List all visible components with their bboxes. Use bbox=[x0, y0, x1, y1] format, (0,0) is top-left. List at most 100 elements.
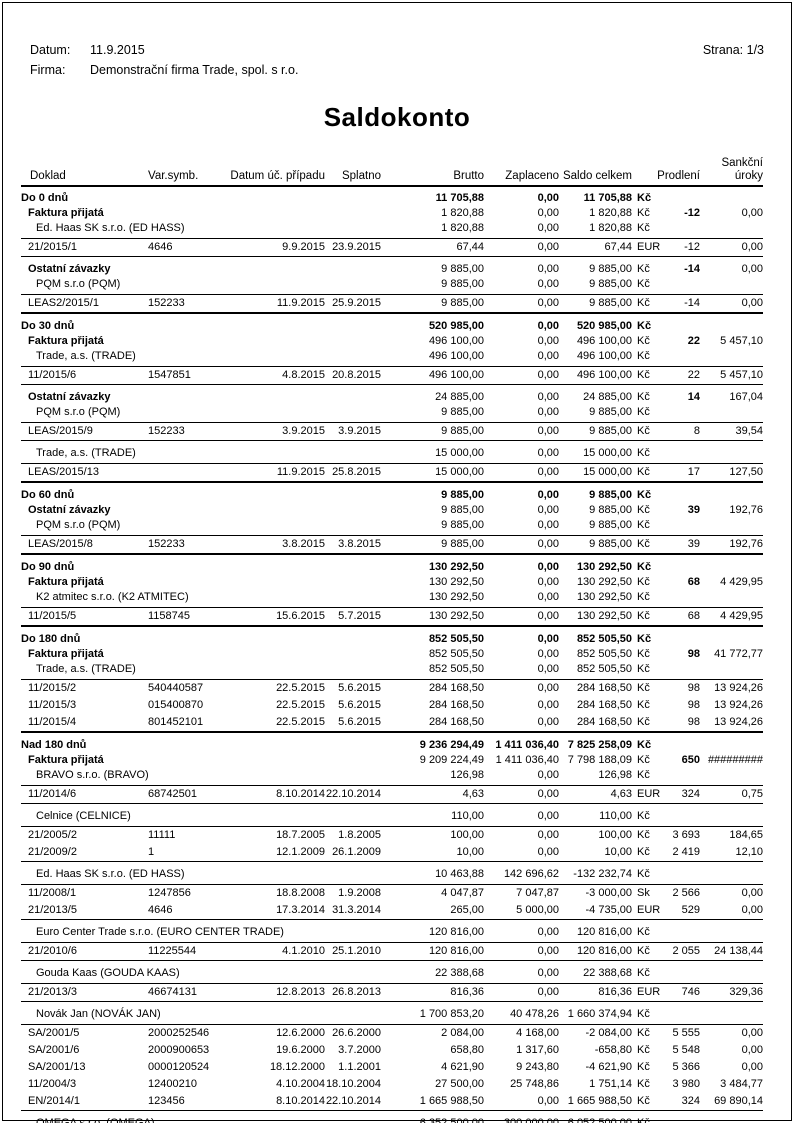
doklad-cell: 21/2010/6 bbox=[21, 942, 148, 961]
saldo-cell: -4 735,00 bbox=[585, 904, 632, 916]
brutto-cell: 100,00 bbox=[381, 826, 484, 844]
table-row: Trade, a.s. (TRADE) 15 000,00 0,00 15 00… bbox=[21, 440, 763, 464]
doklad-cell: BRAVO s.r.o. (BRAVO) bbox=[36, 769, 149, 781]
table-row: EN/2014/1 123456 8.10.2014 22.10.2014 1 … bbox=[21, 1093, 763, 1111]
brutto-cell: 9 885,00 bbox=[381, 294, 484, 313]
varsymb-cell: 1547851 bbox=[148, 366, 225, 385]
uroky-cell: ######### bbox=[707, 754, 763, 766]
splatno-cell bbox=[325, 349, 381, 367]
datum-cell: 3.9.2015 bbox=[225, 422, 325, 441]
currency-cell: Kč bbox=[632, 1110, 655, 1123]
currency-cell: Kč bbox=[637, 192, 652, 204]
varsymb-cell bbox=[148, 960, 225, 984]
zaplaceno-cell: 7 047,87 bbox=[484, 884, 559, 902]
zaplaceno-cell: 1 411 036,40 bbox=[484, 731, 559, 753]
prodleni-cell: 5 555 bbox=[655, 1024, 700, 1042]
currency-cell: Kč bbox=[632, 422, 655, 441]
prodleni-cell: 324 bbox=[681, 1095, 700, 1107]
uroky-cell: 3 484,77 bbox=[720, 1078, 763, 1090]
currency-cell: Kč bbox=[632, 861, 655, 885]
zaplaceno-cell: 0,00 bbox=[484, 803, 559, 827]
currency-cell: Kč bbox=[637, 576, 650, 588]
currency-cell: Kč bbox=[632, 919, 655, 943]
table-row: SA/2001/5 2000252546 12.6.2000 26.6.2000… bbox=[21, 1024, 763, 1042]
table-header: Doklad Var.symb. Datum úč. případu Splat… bbox=[21, 157, 763, 187]
datum-cell: 22.5.2015 bbox=[276, 716, 325, 728]
datum-cell: 22.5.2015 bbox=[276, 699, 325, 711]
datum-cell bbox=[225, 186, 325, 206]
splatno-cell: 3.8.2015 bbox=[325, 535, 381, 554]
datum-cell bbox=[225, 518, 325, 536]
zaplaceno-cell: 0,00 bbox=[537, 576, 559, 588]
zaplaceno-cell: 0,00 bbox=[484, 553, 559, 575]
prodleni-cell: 8 bbox=[655, 422, 700, 441]
splatno-cell: 5.7.2015 bbox=[325, 607, 381, 626]
zaplaceno-cell: 0,00 bbox=[484, 463, 559, 482]
varsymb-cell bbox=[148, 312, 225, 334]
zaplaceno-cell: 0,00 bbox=[484, 384, 559, 405]
brutto-cell: 6 352 500,00 bbox=[381, 1110, 484, 1123]
saldo-cell: 120 816,00 bbox=[559, 942, 632, 961]
zaplaceno-cell: 0,00 bbox=[537, 1095, 559, 1107]
currency-cell: Kč bbox=[632, 312, 655, 334]
brutto-cell: 496 100,00 bbox=[428, 350, 484, 362]
uroky-cell bbox=[700, 625, 763, 647]
saldo-cell: 9 885,00 bbox=[589, 519, 632, 531]
currency-cell: Kč bbox=[632, 607, 655, 626]
currency-cell: Kč bbox=[637, 519, 650, 531]
uroky-cell bbox=[700, 803, 763, 827]
prodleni-cell bbox=[655, 349, 700, 367]
splatno-cell bbox=[325, 186, 381, 206]
uroky-cell: 167,04 bbox=[700, 384, 763, 405]
saldo-cell: 15 000,00 bbox=[559, 440, 632, 464]
prodleni-cell bbox=[655, 221, 700, 239]
splatno-cell bbox=[325, 861, 381, 885]
firma-value: Demonstrační firma Trade, spol. s r.o. bbox=[90, 63, 299, 77]
splatno-cell bbox=[325, 518, 381, 536]
splatno-cell: 5.6.2015 bbox=[325, 679, 381, 697]
splatno-cell bbox=[325, 960, 381, 984]
varsymb-cell: 1247856 bbox=[148, 884, 225, 902]
varsymb-cell: 46674131 bbox=[148, 983, 225, 1002]
brutto-cell: 67,44 bbox=[381, 238, 484, 257]
brutto-cell: 852 505,50 bbox=[381, 625, 484, 647]
doklad-cell: Nad 180 dnů bbox=[21, 731, 148, 753]
report-title: Saldokonto bbox=[323, 102, 471, 132]
datum-cell: 12.6.2000 bbox=[225, 1024, 325, 1042]
currency-cell: EUR bbox=[632, 238, 660, 257]
saldo-cell: 496 100,00 bbox=[559, 366, 632, 385]
doklad-cell: 21/2013/5 bbox=[28, 904, 77, 916]
prodleni-cell bbox=[655, 662, 700, 680]
prodleni-cell bbox=[655, 553, 700, 575]
splatno-cell: 25.9.2015 bbox=[325, 294, 381, 313]
currency-cell: Kč bbox=[632, 679, 655, 697]
saldo-cell: 9 885,00 bbox=[559, 535, 632, 554]
doklad-cell: 11/2015/3 bbox=[28, 699, 77, 711]
prodleni-cell bbox=[655, 919, 700, 943]
table-row: LEAS/2015/13 11.9.2015 25.8.2015 15 000,… bbox=[21, 463, 763, 482]
varsymb-cell bbox=[148, 405, 225, 423]
zaplaceno-cell: 0,00 bbox=[484, 919, 559, 943]
currency-cell: Kč bbox=[632, 942, 655, 961]
varsymb-cell bbox=[148, 206, 225, 221]
doklad-cell: OMEGA s.r.o. (OMEGA) bbox=[21, 1110, 155, 1123]
splatno-cell bbox=[325, 334, 381, 349]
prodleni-cell bbox=[655, 405, 700, 423]
saldo-cell: 1 820,88 bbox=[589, 207, 632, 219]
saldo-cell: 15 000,00 bbox=[559, 463, 632, 482]
table-row: Faktura přijatá 1 820,88 0,00 1 820,88 K… bbox=[21, 206, 763, 221]
varsymb-cell bbox=[148, 518, 225, 536]
varsymb-cell bbox=[148, 1110, 225, 1123]
saldo-cell: 496 100,00 bbox=[576, 350, 632, 362]
datum-cell: 8.10.2014 bbox=[225, 785, 325, 804]
varsymb-cell: 2000900653 bbox=[148, 1044, 210, 1056]
datum-cell: 19.6.2000 bbox=[276, 1044, 325, 1056]
currency-cell: Kč bbox=[632, 463, 655, 482]
col-header-zaplaceno: Zaplaceno bbox=[484, 157, 559, 187]
table-row: PQM s.r.o (PQM) 9 885,00 0,00 9 885,00 K… bbox=[21, 405, 763, 423]
uroky-cell bbox=[700, 440, 763, 464]
saldo-cell: 520 985,00 bbox=[559, 312, 632, 334]
doklad-cell: LEAS/2015/8 bbox=[21, 535, 148, 554]
saldo-cell: 1 751,14 bbox=[589, 1078, 632, 1090]
doklad-cell: PQM s.r.o (PQM) bbox=[36, 519, 121, 531]
